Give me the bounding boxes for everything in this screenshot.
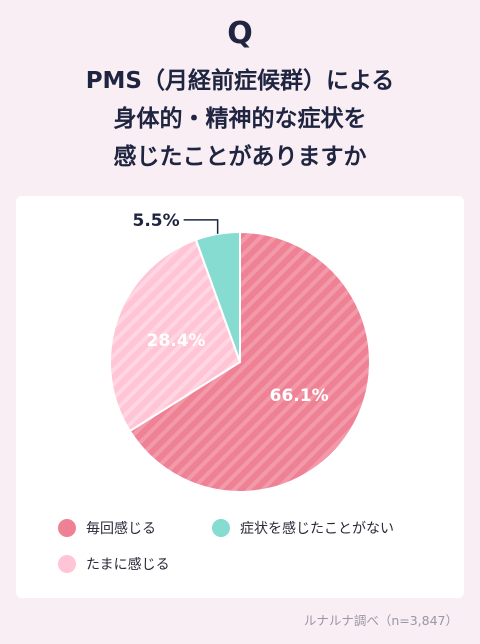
title-line-1: PMS（月経前症候群）による (85, 68, 395, 94)
slice-never (194, 230, 241, 363)
legend-swatch-every-time (58, 519, 76, 537)
legend-label-sometimes: たまに感じる (86, 557, 170, 573)
leader-line-never (183, 219, 219, 234)
legend-item-every-time: 毎回感じる (58, 518, 156, 538)
q-mark: Q (227, 16, 253, 51)
title-line-3: 感じたことがありますか (113, 144, 367, 170)
legend-label-never: 症状を感じたことがない (240, 521, 394, 537)
legend-item-sometimes: たまに感じる (58, 554, 170, 574)
slice-every-time (128, 230, 371, 493)
pie-chart: 66.1% 28.4% 5.5% (109, 211, 371, 493)
value-label-never: 5.5% (132, 211, 179, 231)
title-line-2: 身体的・精神的な症状を (113, 106, 367, 132)
legend-item-never: 症状を感じたことがない (212, 518, 394, 538)
legend-swatch-never (212, 519, 230, 537)
value-label-sometimes: 28.4% (147, 331, 206, 351)
value-label-every-time: 66.1% (270, 386, 329, 406)
chart-card: 66.1% 28.4% 5.5% 毎回感じる 症状を感じたことがない たまに感じる (16, 196, 464, 598)
question-title: PMS（月経前症候群）による 身体的・精神的な症状を 感じたことがありますか (0, 62, 480, 176)
slice-sometimes (109, 238, 242, 433)
legend-label-every-time: 毎回感じる (86, 521, 156, 537)
source-note: ルナルナ調べ（n=3,847） (303, 613, 458, 628)
legend-swatch-sometimes (58, 555, 76, 573)
